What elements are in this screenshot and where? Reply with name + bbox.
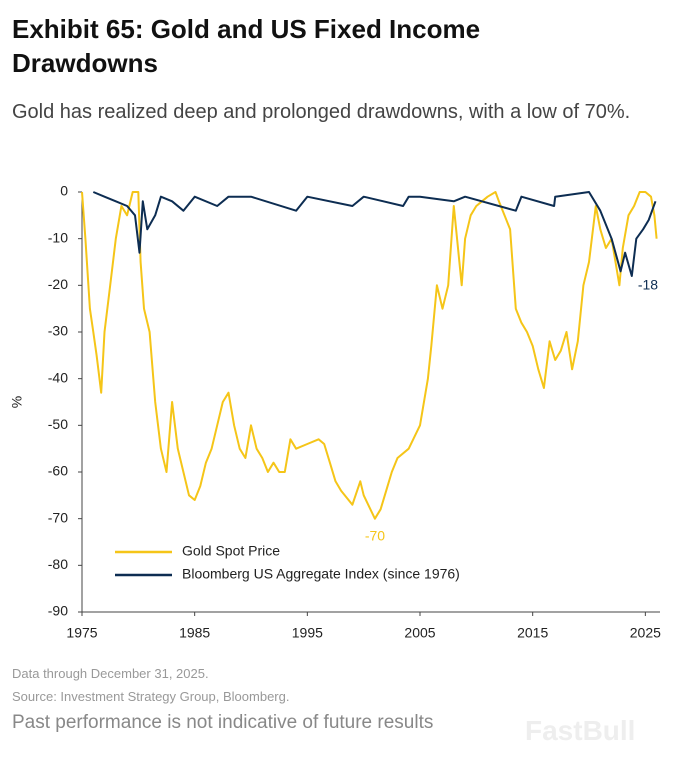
y-tick-label: -80 — [48, 556, 68, 572]
note: Source: Investment Strategy Group, Bloom… — [12, 689, 290, 704]
x-tick-label: 1975 — [66, 625, 97, 641]
series-line — [92, 191, 657, 277]
note: Data through December 31, 2025. — [12, 666, 209, 681]
disclaimer: Past performance is not indicative of fu… — [12, 712, 434, 733]
y-axis-label: % — [9, 396, 25, 408]
legend-label: Bloomberg US Aggregate Index (since 1976… — [182, 566, 460, 582]
y-tick-label: -20 — [48, 276, 68, 292]
chart-subtitle: Gold has realized deep and prolonged dra… — [12, 101, 631, 123]
x-tick-label: 2015 — [517, 625, 548, 641]
y-tick-label: -70 — [48, 509, 68, 525]
y-tick-label: -50 — [48, 416, 68, 432]
annotation: -18 — [638, 277, 658, 293]
annotation: -70 — [365, 527, 385, 543]
y-tick-label: -40 — [48, 369, 68, 385]
x-tick-label: 2005 — [404, 625, 435, 641]
legend-label: Gold Spot Price — [182, 543, 280, 559]
x-tick-label: 1995 — [292, 625, 323, 641]
chart: % 0 -10 -20 -30 -40 -50 -60 -70 -80 -90 1975 1985 19… — [9, 183, 661, 641]
y-tick-label: 0 — [60, 183, 68, 199]
series-line — [81, 191, 658, 520]
chart-title: Exhibit 65: Gold and US Fixed Income Dra… — [12, 14, 481, 78]
y-tick-label: -90 — [48, 603, 68, 619]
y-tick-label: -60 — [48, 463, 68, 479]
y-tick-label: -10 — [48, 229, 68, 245]
x-tick-label: 2025 — [630, 625, 661, 641]
watermark: FastBull — [525, 715, 636, 746]
x-tick-label: 1985 — [179, 625, 210, 641]
y-tick-label: -30 — [48, 323, 68, 339]
